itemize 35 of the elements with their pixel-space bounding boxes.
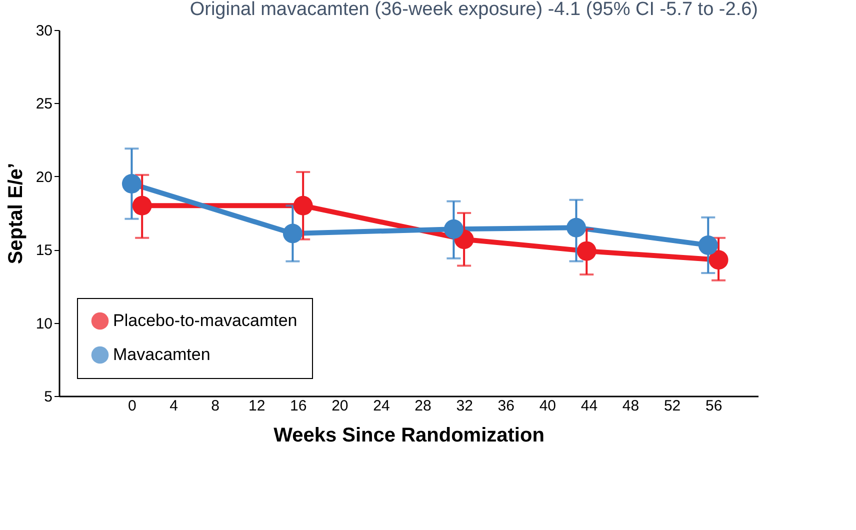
y-tick-label: 20 — [36, 168, 52, 186]
point — [708, 250, 728, 270]
y-tick-label: 5 — [44, 388, 52, 406]
y-tick-label: 25 — [36, 96, 52, 113]
x-tick-label: 24 — [373, 398, 390, 414]
x-tick-label: 8 — [211, 398, 220, 414]
point — [566, 218, 586, 238]
x-tick-label: 48 — [622, 398, 640, 414]
x-axis-title: Weeks Since Randomization — [274, 424, 544, 446]
point — [122, 174, 142, 194]
legend-label: Placebo-to-mavacamten — [113, 311, 298, 330]
point — [282, 224, 302, 244]
x-tick-label: 44 — [580, 398, 598, 414]
x-tick-label: 32 — [456, 398, 473, 414]
y-tick-label: 10 — [36, 315, 52, 332]
x-tick-label: 4 — [170, 398, 178, 414]
y-axis-title: Septal E/e’ — [4, 162, 27, 264]
x-tick-label: 20 — [332, 398, 348, 414]
chart-title: Original mavacamten (36-week exposure) -4.1 (95% CI -5.7 to -2.6) — [190, 0, 758, 20]
y-tick-label: 15 — [36, 242, 52, 260]
point — [576, 241, 596, 261]
x-tick-label: 40 — [539, 398, 556, 414]
x-tick-label: 56 — [705, 398, 722, 414]
x-tick-label: 12 — [248, 398, 266, 414]
x-tick-label: 36 — [498, 398, 514, 414]
x-tick-label: 52 — [664, 398, 681, 414]
legend-label: Mavacamten — [113, 345, 210, 364]
x-tick-label: 0 — [128, 398, 136, 414]
point — [132, 196, 152, 216]
point — [698, 235, 718, 255]
point — [293, 196, 313, 216]
point — [444, 219, 464, 239]
y-tick-label: 30 — [36, 22, 52, 40]
x-tick-label: 16 — [290, 398, 307, 414]
x-tick-label: 28 — [414, 398, 432, 414]
